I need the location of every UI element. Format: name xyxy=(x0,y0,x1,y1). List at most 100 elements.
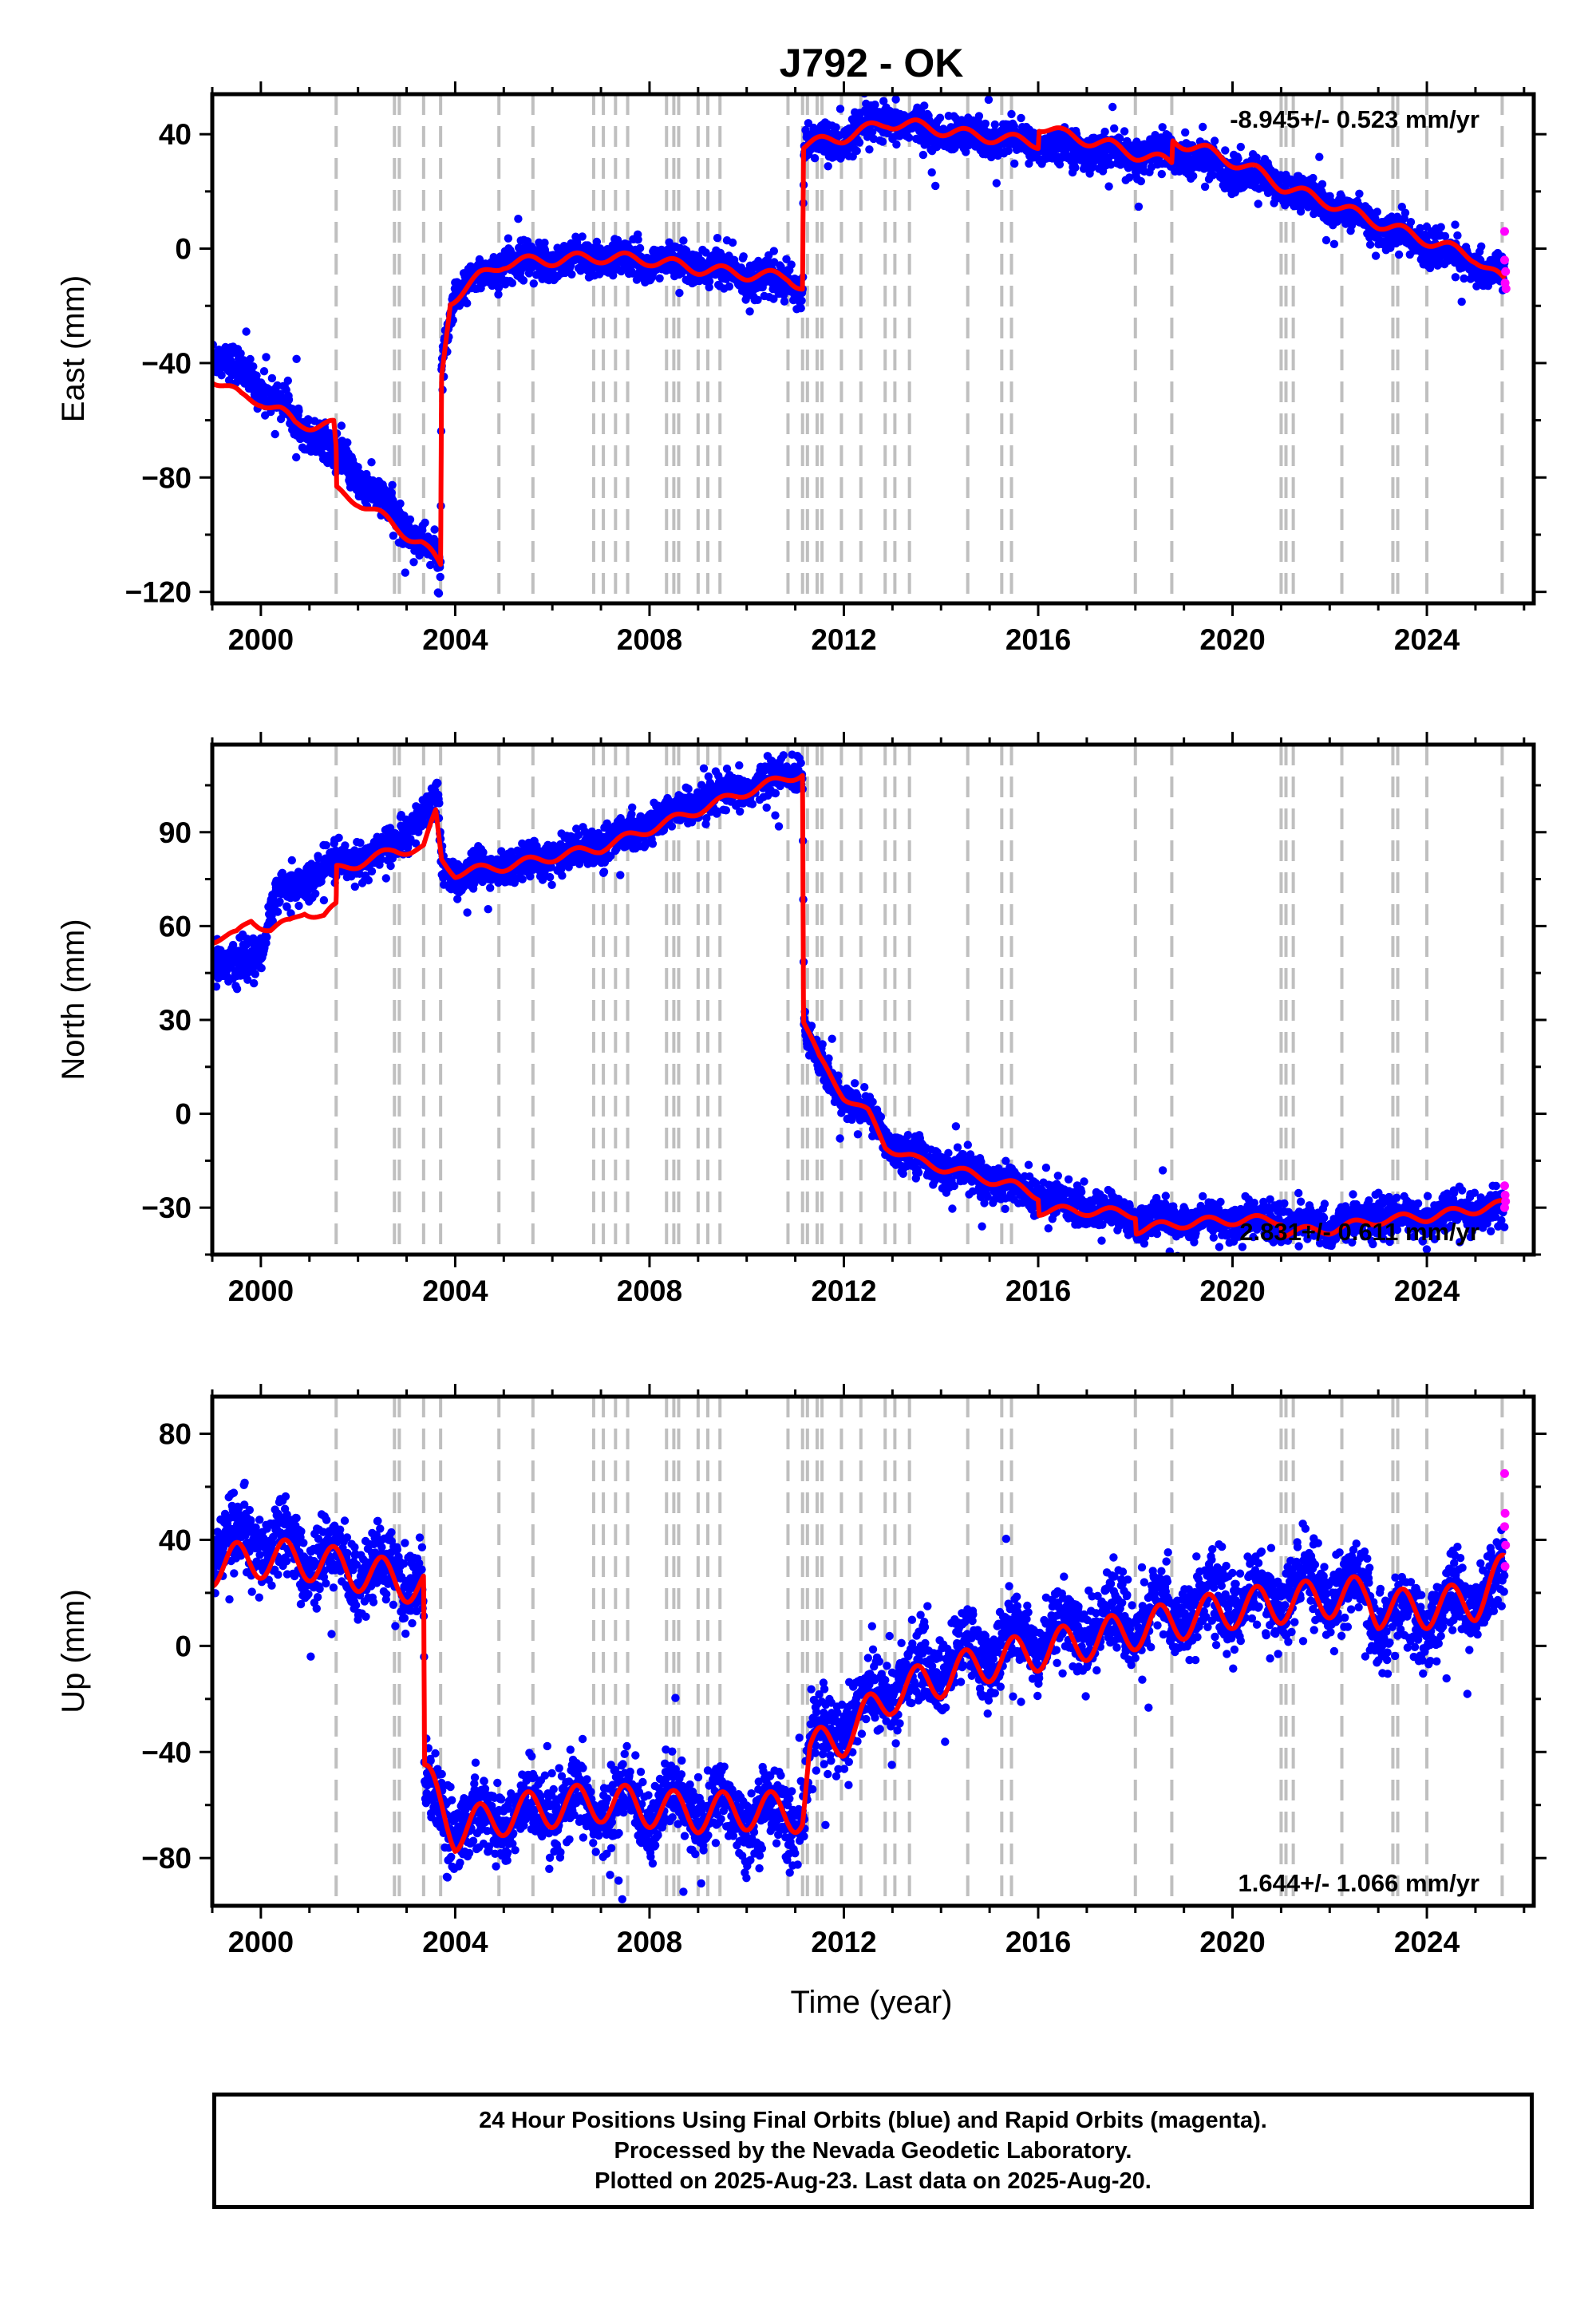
final-point xyxy=(1234,154,1242,164)
rapid-point xyxy=(1501,267,1511,276)
final-point xyxy=(1134,202,1144,211)
final-point xyxy=(396,499,405,508)
final-point xyxy=(529,279,538,288)
final-point xyxy=(294,406,303,416)
final-point xyxy=(1373,207,1382,216)
final-point xyxy=(832,123,840,132)
final-point xyxy=(1221,146,1230,155)
final-point xyxy=(1321,235,1331,245)
final-point xyxy=(878,137,887,146)
final-point xyxy=(387,488,396,497)
final-point xyxy=(401,568,409,577)
final-point xyxy=(904,133,914,142)
final-point xyxy=(337,421,346,430)
final-point xyxy=(1104,182,1113,191)
x-tick-label: 2008 xyxy=(617,623,682,656)
final-point xyxy=(927,168,936,177)
final-point xyxy=(405,515,415,524)
final-point xyxy=(1158,123,1167,132)
final-point xyxy=(433,779,442,788)
final-point xyxy=(426,560,435,570)
final-point xyxy=(1371,251,1381,260)
final-point xyxy=(409,558,418,567)
final-point xyxy=(990,120,1000,129)
final-point xyxy=(1440,231,1450,241)
final-point xyxy=(1199,122,1207,132)
final-point xyxy=(675,288,684,298)
final-point xyxy=(283,376,292,385)
final-point xyxy=(246,354,255,364)
x-tick-label: 2024 xyxy=(1394,623,1460,656)
final-point xyxy=(852,146,861,156)
final-point xyxy=(1315,152,1324,161)
final-point xyxy=(679,236,688,245)
final-point xyxy=(728,238,737,247)
final-point xyxy=(236,349,245,358)
final-point xyxy=(322,841,330,850)
final-point xyxy=(920,101,929,110)
final-orbit-points xyxy=(212,94,1509,598)
final-point xyxy=(1007,109,1016,119)
final-point xyxy=(780,297,789,306)
final-point xyxy=(836,105,845,113)
final-point xyxy=(271,429,279,439)
final-point xyxy=(635,243,645,253)
final-point xyxy=(1236,142,1246,152)
final-point xyxy=(252,371,261,380)
final-point xyxy=(294,901,303,911)
final-point xyxy=(1477,242,1486,251)
y-tick-label: 40 xyxy=(159,118,192,151)
final-point xyxy=(769,247,778,255)
final-point xyxy=(334,833,343,843)
final-point xyxy=(484,905,492,914)
final-point xyxy=(655,274,664,283)
final-point xyxy=(1189,172,1198,180)
final-point xyxy=(421,518,429,528)
final-point xyxy=(796,304,805,313)
x-tick-label: 2016 xyxy=(1005,623,1071,656)
final-point xyxy=(508,279,517,287)
chart-title: J792 - OK xyxy=(780,41,964,85)
final-point xyxy=(1100,127,1109,136)
final-point xyxy=(1017,113,1025,123)
final-point xyxy=(287,856,296,865)
final-point xyxy=(984,95,994,105)
panel-east: 2000 2004 2008 2012 2016 2020 2024−120−80−4004… xyxy=(56,81,1547,656)
final-point xyxy=(974,112,984,121)
final-point xyxy=(292,354,301,363)
final-point xyxy=(1457,297,1466,306)
final-point xyxy=(865,145,874,154)
final-point xyxy=(1120,127,1129,136)
event-lines xyxy=(334,94,1504,603)
x-tick-label: 2020 xyxy=(1199,623,1265,656)
final-point xyxy=(319,895,329,905)
y-tick-label: −80 xyxy=(141,461,192,494)
y-axis-label: East (mm) xyxy=(56,275,91,422)
final-point xyxy=(350,882,359,891)
final-orbit-points xyxy=(212,750,1509,1255)
final-point xyxy=(1200,182,1210,192)
final-point xyxy=(1400,208,1410,217)
final-point xyxy=(1010,159,1019,168)
final-point xyxy=(311,889,320,899)
final-point xyxy=(250,978,259,988)
final-point xyxy=(1394,250,1404,259)
rapid-point xyxy=(1501,284,1511,294)
final-point xyxy=(739,252,748,261)
final-point xyxy=(486,883,495,892)
final-point xyxy=(1329,239,1339,248)
final-point xyxy=(810,154,820,163)
y-tick-label: −40 xyxy=(141,347,192,380)
final-point xyxy=(1254,200,1262,208)
final-point xyxy=(267,373,277,383)
final-point xyxy=(430,525,439,534)
final-point xyxy=(259,367,269,376)
final-point xyxy=(504,234,513,243)
final-point xyxy=(1108,102,1117,112)
final-point xyxy=(578,232,587,241)
final-point xyxy=(1309,173,1317,183)
final-point xyxy=(343,438,352,447)
final-point xyxy=(275,897,284,907)
final-point xyxy=(935,113,945,122)
